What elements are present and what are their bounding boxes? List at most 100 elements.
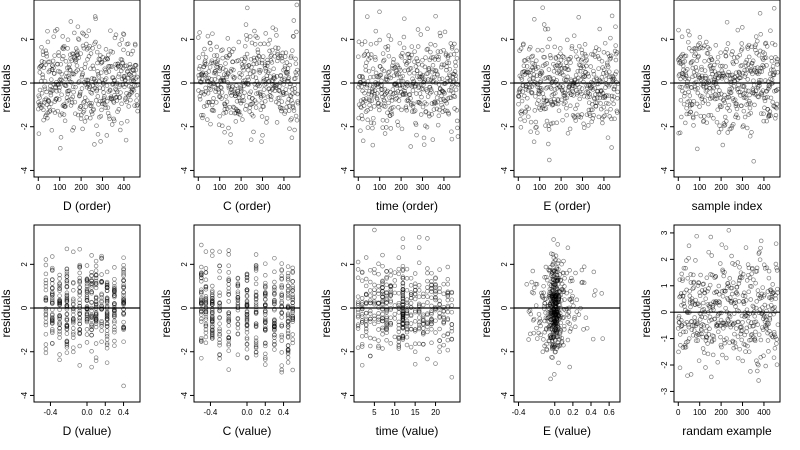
data-point	[78, 51, 83, 56]
data-point	[613, 24, 618, 29]
data-point	[679, 318, 684, 323]
data-point	[552, 342, 558, 348]
data-point	[758, 32, 763, 37]
data-point	[565, 245, 571, 251]
data-point	[437, 326, 442, 332]
data-point	[272, 269, 277, 275]
plot-frame	[33, 0, 141, 178]
data-point	[739, 41, 744, 46]
data-point	[368, 41, 374, 47]
y-axis-label: residuals	[159, 64, 173, 112]
data-point	[416, 308, 422, 314]
data-point	[376, 317, 381, 322]
data-point	[726, 313, 732, 318]
data-point	[547, 290, 552, 295]
data-point	[400, 312, 406, 317]
data-point	[431, 68, 436, 73]
data-point	[61, 112, 67, 117]
data-point	[404, 108, 409, 113]
data-point	[392, 278, 398, 283]
data-point	[203, 287, 209, 292]
data-point	[93, 312, 99, 317]
data-point	[199, 76, 205, 82]
data-point	[277, 84, 282, 89]
x-tick-label: 400	[757, 408, 771, 417]
data-point	[717, 310, 722, 316]
data-point	[570, 293, 575, 299]
data-point	[285, 293, 291, 298]
data-point	[373, 28, 379, 34]
y-tick-label: 0	[20, 305, 29, 310]
data-point	[445, 55, 451, 61]
data-point	[428, 87, 434, 92]
data-point	[60, 44, 66, 50]
data-point	[89, 327, 94, 333]
data-point	[363, 323, 369, 328]
data-point	[48, 83, 53, 89]
y-axis-label: residuals	[479, 64, 493, 112]
data-point	[103, 105, 108, 110]
data-point	[609, 116, 614, 122]
data-point	[536, 98, 541, 103]
data-point	[416, 245, 422, 250]
data-point	[705, 341, 710, 346]
data-point	[429, 340, 434, 346]
data-point	[576, 15, 581, 20]
data-point	[525, 95, 530, 101]
data-point	[230, 104, 236, 110]
data-point	[697, 310, 703, 316]
data-point	[740, 328, 745, 333]
data-point	[370, 142, 376, 148]
data-point	[241, 98, 247, 103]
data-point	[93, 258, 99, 264]
data-point	[421, 314, 426, 319]
data-point	[380, 299, 385, 305]
data-point	[226, 263, 231, 268]
data-point	[64, 322, 70, 328]
data-point	[418, 112, 424, 117]
data-point	[569, 46, 575, 51]
data-point	[563, 78, 569, 83]
data-point	[550, 324, 555, 329]
data-point	[57, 302, 62, 308]
data-point	[359, 278, 365, 283]
data-point	[545, 26, 551, 32]
data-point	[541, 95, 547, 100]
data-point	[535, 130, 540, 135]
data-point	[746, 101, 751, 106]
data-point	[684, 105, 689, 111]
data-point	[121, 298, 126, 303]
data-point	[749, 332, 755, 337]
data-point	[50, 63, 55, 68]
data-point	[558, 57, 564, 63]
data-point	[400, 236, 406, 241]
data-point	[419, 94, 424, 100]
data-point	[416, 301, 422, 307]
data-point	[766, 275, 772, 281]
data-point	[711, 116, 716, 121]
data-point	[444, 60, 450, 65]
data-point	[526, 114, 531, 119]
data-point	[71, 125, 77, 130]
data-point	[210, 311, 215, 316]
data-point	[288, 55, 294, 61]
data-point	[81, 100, 86, 105]
data-point	[50, 281, 55, 286]
data-point	[235, 89, 240, 94]
data-point	[438, 64, 444, 70]
data-point	[253, 321, 259, 326]
data-point	[294, 117, 300, 123]
data-point	[253, 352, 259, 358]
data-point	[204, 61, 209, 67]
data-point	[359, 74, 365, 79]
data-point	[601, 67, 607, 72]
data-point	[134, 93, 140, 98]
data-point	[531, 290, 536, 296]
data-point	[72, 99, 78, 105]
data-point	[695, 146, 700, 152]
data-point	[279, 367, 284, 373]
data-point	[71, 306, 76, 312]
data-point	[71, 249, 76, 255]
data-point	[121, 312, 126, 317]
